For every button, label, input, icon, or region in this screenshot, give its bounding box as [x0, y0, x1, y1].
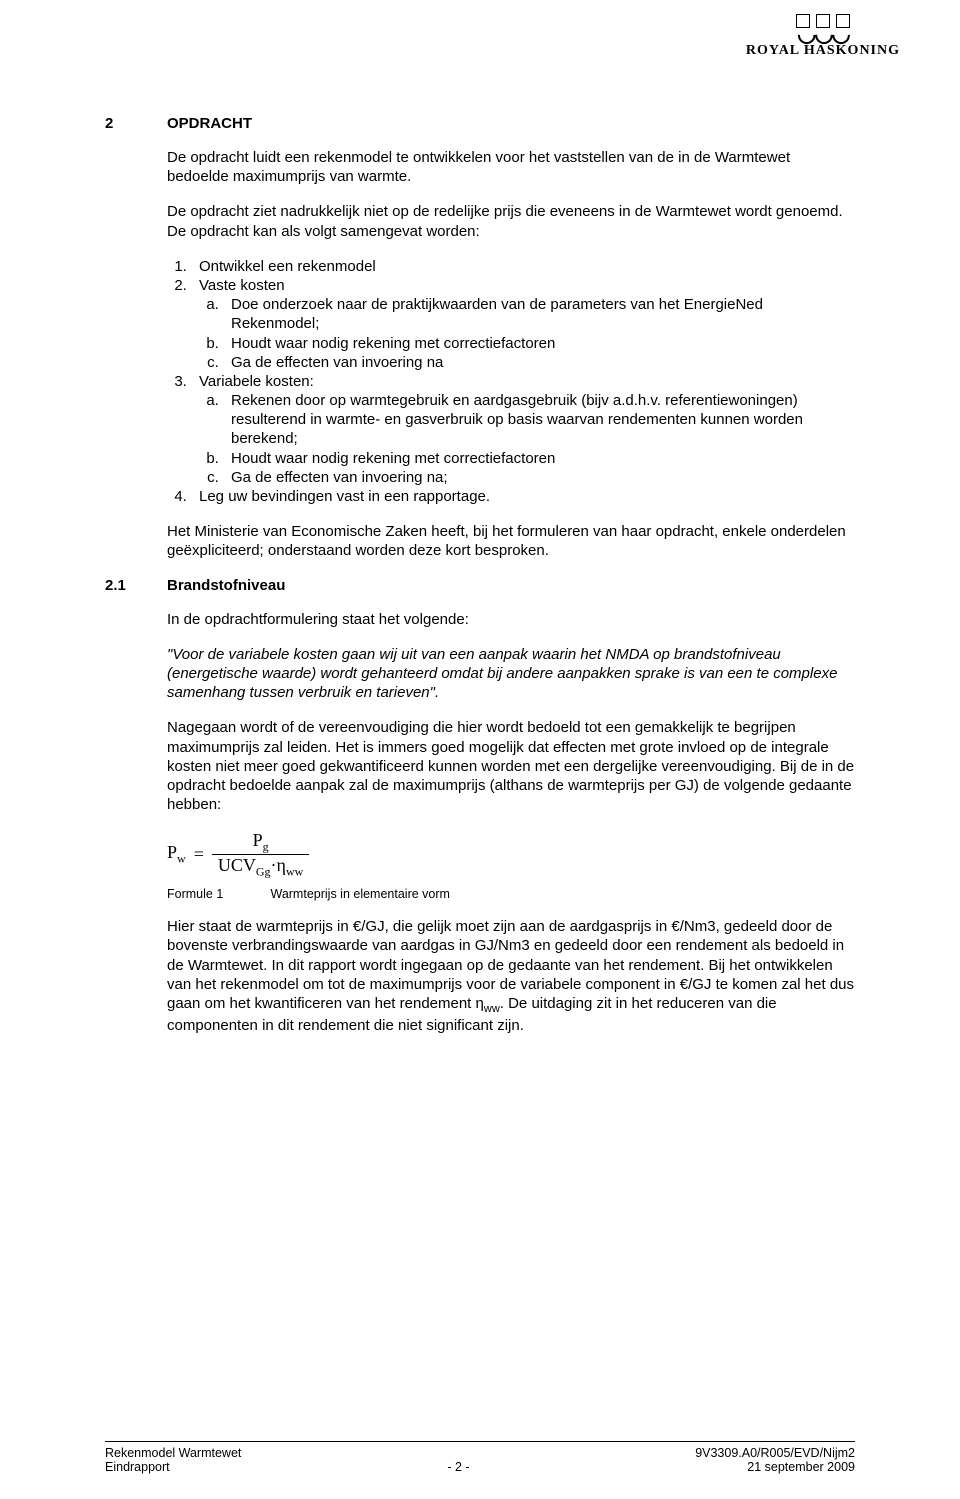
formula-fraction: Pg UCVGg·ηww	[212, 830, 309, 879]
formula-denominator: UCVGg·ηww	[212, 855, 309, 879]
section-number: 2	[105, 115, 167, 132]
list-item: Doe onderzoek naar de praktijkwaarden va…	[223, 295, 855, 333]
numbered-list: Ontwikkel een rekenmodel Vaste kosten Do…	[167, 257, 855, 506]
list-item: Vaste kosten Doe onderzoek naar de prakt…	[191, 276, 855, 372]
paragraph: In de opdrachtformulering staat het volg…	[167, 610, 855, 629]
list-item: Ga de effecten van invoering na;	[223, 468, 855, 487]
paragraph: Het Ministerie van Economische Zaken hee…	[167, 522, 855, 560]
list-item: Variabele kosten: Rekenen door op warmte…	[191, 372, 855, 487]
alpha-list: Doe onderzoek naar de praktijkwaarden va…	[199, 295, 855, 372]
paragraph: De opdracht luidt een rekenmodel te ontw…	[167, 148, 855, 186]
list-item: Houdt waar nodig rekening met correctief…	[223, 449, 855, 468]
footer-page-number: - 2 -	[447, 1460, 469, 1474]
formula-numerator: Pg	[247, 830, 275, 854]
footer-doc-title: Rekenmodel Warmtewet	[105, 1446, 241, 1460]
section-number: 2.1	[105, 577, 167, 594]
paragraph: De opdracht ziet nadrukkelijk niet op de…	[167, 202, 855, 240]
alpha-list: Rekenen door op warmtegebruik en aardgas…	[199, 391, 855, 487]
formula-label: Formule 1	[167, 887, 267, 901]
formula-caption: Formule 1 Warmteprijs in elementaire vor…	[167, 887, 855, 901]
footer-doc-type: Eindrapport	[105, 1460, 170, 1474]
document-body: 2 OPDRACHT De opdracht luidt een rekenmo…	[105, 115, 855, 1035]
formula-1: Pw = Pg UCVGg·ηww	[167, 830, 855, 879]
footer-doc-ref: 9V3309.A0/R005/EVD/Nijm2	[695, 1446, 855, 1460]
section-2-body: De opdracht luidt een rekenmodel te ontw…	[167, 148, 855, 561]
paragraph: Nagegaan wordt of de vereenvoudiging die…	[167, 718, 855, 814]
section-title: OPDRACHT	[167, 115, 252, 132]
list-item: Ga de effecten van invoering na	[223, 353, 855, 372]
footer-date: 21 september 2009	[747, 1460, 855, 1474]
logo-arcs-icon: ◡◡◡	[746, 27, 900, 41]
company-logo: ◡◡◡ ROYAL HASKONING	[746, 14, 900, 59]
document-page: ◡◡◡ ROYAL HASKONING 2 OPDRACHT De opdrac…	[0, 0, 960, 1499]
list-item: Ontwikkel een rekenmodel	[191, 257, 855, 276]
formula-eq: =	[194, 844, 204, 865]
section-2-heading: 2 OPDRACHT	[105, 115, 855, 132]
quote-paragraph: "Voor de variabele kosten gaan wij uit v…	[167, 645, 855, 703]
list-item-text: Vaste kosten	[199, 277, 285, 294]
paragraph: Hier staat de warmteprijs in €/GJ, die g…	[167, 917, 855, 1035]
list-item-text: Variabele kosten:	[199, 373, 314, 390]
list-item: Houdt waar nodig rekening met correctief…	[223, 334, 855, 353]
page-footer: Rekenmodel Warmtewet 9V3309.A0/R005/EVD/…	[105, 1441, 855, 1474]
section-2-1-body: In de opdrachtformulering staat het volg…	[167, 610, 855, 815]
list-item: Leg uw bevindingen vast in een rapportag…	[191, 487, 855, 506]
formula-caption-text: Warmteprijs in elementaire vorm	[270, 887, 449, 901]
formula-lhs: Pw	[167, 842, 186, 867]
section-2-1-heading: 2.1 Brandstofniveau	[105, 577, 855, 594]
list-item: Rekenen door op warmtegebruik en aardgas…	[223, 391, 855, 449]
section-title: Brandstofniveau	[167, 577, 285, 594]
logo-text: ROYAL HASKONING	[746, 43, 900, 59]
section-2-1-body-2: Hier staat de warmteprijs in €/GJ, die g…	[167, 917, 855, 1035]
